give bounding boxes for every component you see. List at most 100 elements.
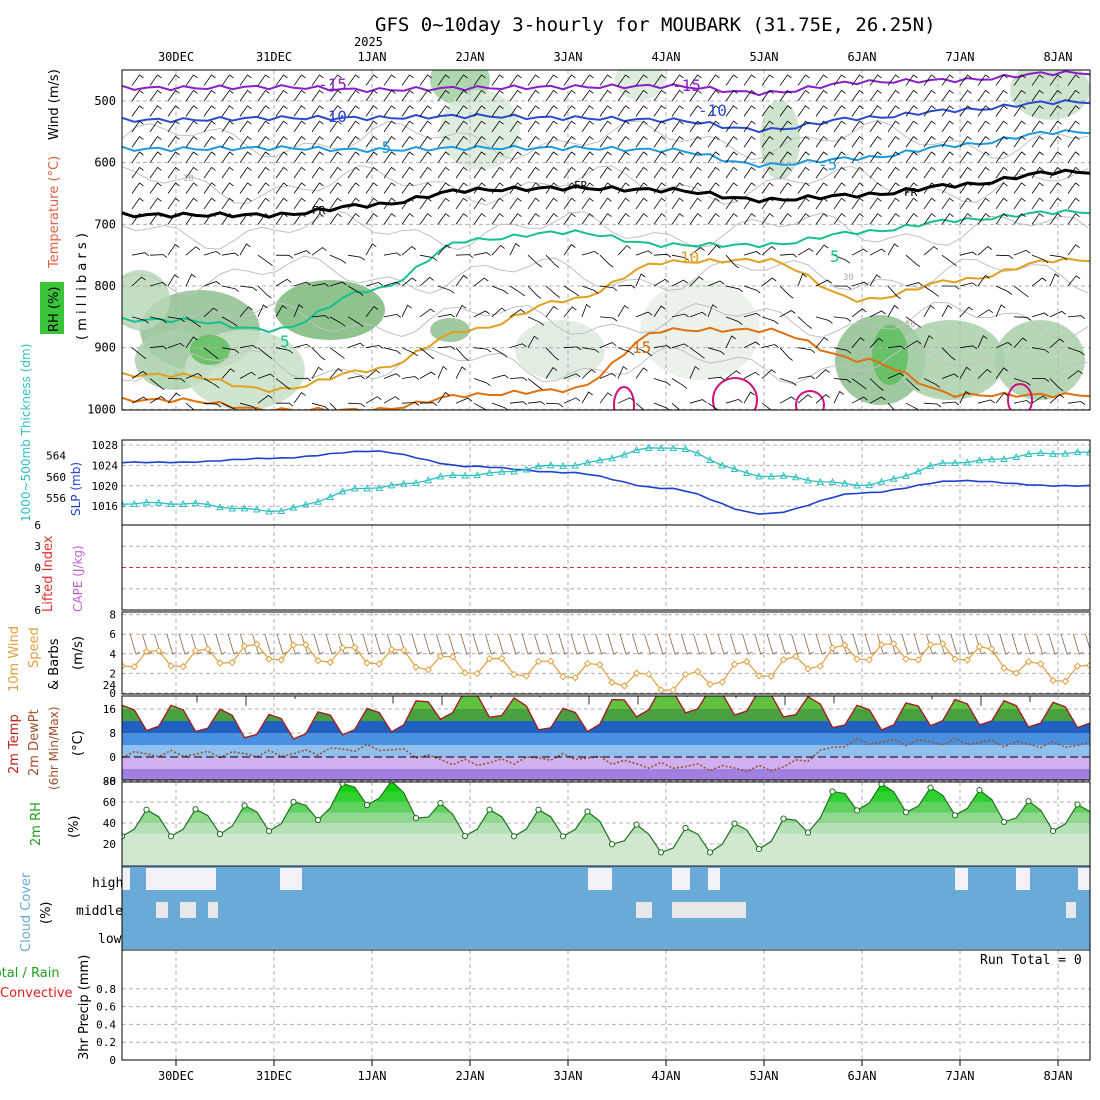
wind-barb xyxy=(221,347,240,354)
wind-barb xyxy=(401,197,414,210)
wind-barb xyxy=(851,281,869,287)
wind10-barb xyxy=(1060,633,1072,655)
wind-barb xyxy=(131,166,144,179)
wind-barb xyxy=(905,166,918,179)
wind10-barb xyxy=(717,633,729,655)
wind-barb xyxy=(293,281,311,287)
thickness-marker xyxy=(399,479,408,487)
tick-temp-3: 0 xyxy=(109,751,116,764)
wind-barb xyxy=(131,396,148,404)
wind-barb xyxy=(869,166,882,179)
isotherm-20-1 xyxy=(712,377,758,410)
wind-barb xyxy=(203,166,216,179)
wind-barb xyxy=(905,151,918,163)
wind-barb xyxy=(725,120,738,133)
ylabel-slp: SLP (mb) xyxy=(69,462,83,516)
wind-barb xyxy=(545,74,558,86)
wind-barb xyxy=(725,335,736,348)
wind-barb xyxy=(437,182,450,194)
wind-barb xyxy=(401,213,414,225)
wind-barb xyxy=(527,151,540,163)
wind-barb xyxy=(887,285,901,300)
wind-barb xyxy=(419,166,432,179)
wind-barb xyxy=(797,213,810,225)
wind-barb xyxy=(923,89,936,102)
wind-barb xyxy=(131,136,144,148)
rh-marker xyxy=(682,824,689,832)
wind-barb xyxy=(761,136,774,148)
temp-series xyxy=(122,696,1090,780)
wind-barb xyxy=(707,105,720,117)
rh-marker xyxy=(290,798,297,806)
wind-barb xyxy=(149,197,162,210)
wind-barb xyxy=(239,371,256,379)
wind-barb xyxy=(401,304,412,318)
temp-band-0 xyxy=(122,696,1090,697)
thickness-marker xyxy=(277,506,286,515)
tick-pressure-3: 800 xyxy=(94,279,116,293)
wind-barb xyxy=(779,182,792,194)
wind-barb xyxy=(149,182,162,194)
wind-barb xyxy=(1031,182,1044,194)
wind-barb xyxy=(635,273,646,287)
wind-barb xyxy=(671,89,684,102)
wind-barb xyxy=(887,120,900,133)
temp-max-marker xyxy=(784,696,786,706)
wind-barb xyxy=(887,105,900,117)
wind-barb xyxy=(401,105,414,117)
tick-precip-0: 0.8 xyxy=(96,983,116,996)
wind-barb xyxy=(977,309,994,318)
wind-barb xyxy=(725,398,743,404)
wind-barb xyxy=(1067,213,1080,225)
wind-barb xyxy=(491,285,509,295)
wind-barb xyxy=(815,336,829,348)
thickness-marker xyxy=(730,464,739,472)
wind-barb xyxy=(797,248,814,256)
wind-barb xyxy=(761,344,779,349)
thickness-marker xyxy=(142,498,151,506)
wind-barb xyxy=(599,285,618,291)
wind-barb xyxy=(1031,74,1044,86)
wind-barb xyxy=(941,166,954,179)
wind-barb xyxy=(869,74,882,86)
wind10-marker xyxy=(289,641,298,649)
wind-barb xyxy=(1049,338,1064,348)
wind-barb xyxy=(419,197,432,210)
wind10-marker xyxy=(412,663,420,671)
temp-line xyxy=(122,696,1090,740)
wind-barb xyxy=(797,316,812,329)
tick-temp-4: -8 xyxy=(103,775,116,788)
wind-barb xyxy=(1031,312,1049,318)
wind-barb xyxy=(941,89,954,102)
wind10-barb xyxy=(166,633,177,655)
rh-marker xyxy=(363,801,371,809)
wind-barb xyxy=(905,316,921,328)
rh-marker xyxy=(412,814,420,822)
wind-barb xyxy=(599,74,612,86)
thickness-marker xyxy=(644,443,653,451)
wind-barb xyxy=(797,394,813,404)
frame-wind xyxy=(121,611,1091,695)
wind-barb xyxy=(977,274,990,287)
wind-barb xyxy=(1013,378,1031,386)
wind-barb xyxy=(1067,74,1080,86)
wind-barb xyxy=(149,378,165,391)
wind-barb xyxy=(329,197,342,210)
wind-barb xyxy=(383,74,396,86)
tick-thick-0: 564 xyxy=(46,450,66,463)
wind-barb xyxy=(131,370,148,379)
wind-barb xyxy=(545,89,558,102)
wind-barb xyxy=(527,74,540,86)
thickness-marker xyxy=(485,468,494,476)
wind-barb xyxy=(959,136,972,148)
wind-barb xyxy=(1013,151,1026,163)
wind-barb xyxy=(797,136,810,148)
thickness-marker xyxy=(987,455,996,463)
wind10-barb xyxy=(509,633,520,655)
wind-barb xyxy=(689,399,707,404)
rh-marker xyxy=(902,809,910,816)
wind-barb xyxy=(167,89,180,102)
temp-max-marker xyxy=(147,696,149,697)
wind-barb xyxy=(275,278,292,287)
wind-barb xyxy=(167,316,186,323)
